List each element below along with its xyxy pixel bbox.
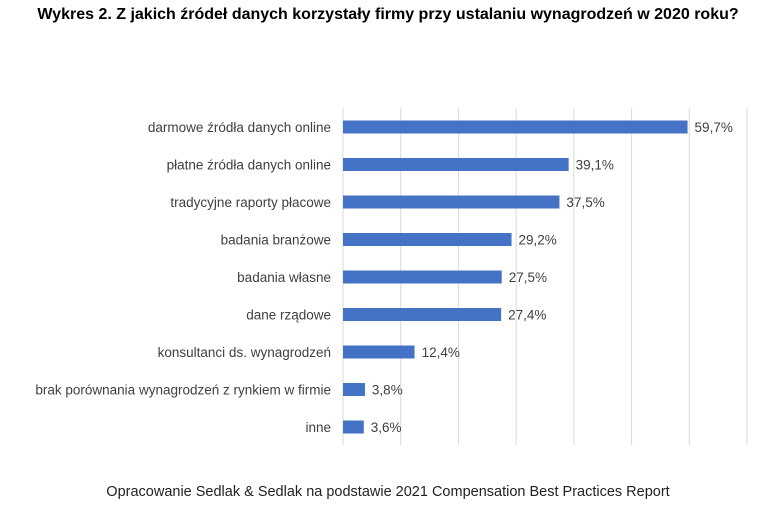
data-label: 27,5% xyxy=(509,270,547,285)
data-labels: 59,7% 39,1% 37,5% 29,2% 27,5% 27,4% 12,4% 3,8% 3… xyxy=(371,120,733,435)
source-note: Opracowanie Sedlak & Sedlak na podstawie… xyxy=(106,484,670,500)
category-label: inne xyxy=(305,420,331,435)
category-labels: darmowe źródła danych online płatne źródł… xyxy=(35,120,331,435)
category-label: brak porównania wynagrodzeń z rynkiem w … xyxy=(35,383,331,398)
bar xyxy=(343,158,569,171)
category-label: badania branżowe xyxy=(221,233,331,248)
category-label: dane rządowe xyxy=(246,308,331,323)
category-label: tradycyjne raporty płacowe xyxy=(170,195,331,210)
bar xyxy=(343,383,365,396)
data-label: 27,4% xyxy=(508,308,546,323)
bar xyxy=(343,308,502,321)
data-label: 37,5% xyxy=(566,195,604,210)
bar xyxy=(343,233,512,246)
category-label: konsultanci ds. wynagrodzeń xyxy=(158,345,331,360)
bar xyxy=(343,270,502,284)
bar xyxy=(343,120,688,134)
category-label: darmowe źródła danych online xyxy=(148,120,331,135)
category-label: płatne źródła danych online xyxy=(167,158,331,173)
bar xyxy=(343,420,364,434)
data-label: 29,2% xyxy=(519,233,557,248)
category-label: badania własne xyxy=(237,270,331,285)
bar xyxy=(343,345,415,359)
data-label: 3,6% xyxy=(371,420,402,435)
chart-title: Wykres 2. Z jakich źródeł danych korzyst… xyxy=(37,6,739,23)
data-label: 59,7% xyxy=(695,120,733,135)
data-label: 12,4% xyxy=(422,345,460,360)
bars xyxy=(343,120,688,434)
bar xyxy=(343,195,560,209)
data-label: 3,8% xyxy=(372,383,403,398)
data-label: 39,1% xyxy=(576,158,614,173)
